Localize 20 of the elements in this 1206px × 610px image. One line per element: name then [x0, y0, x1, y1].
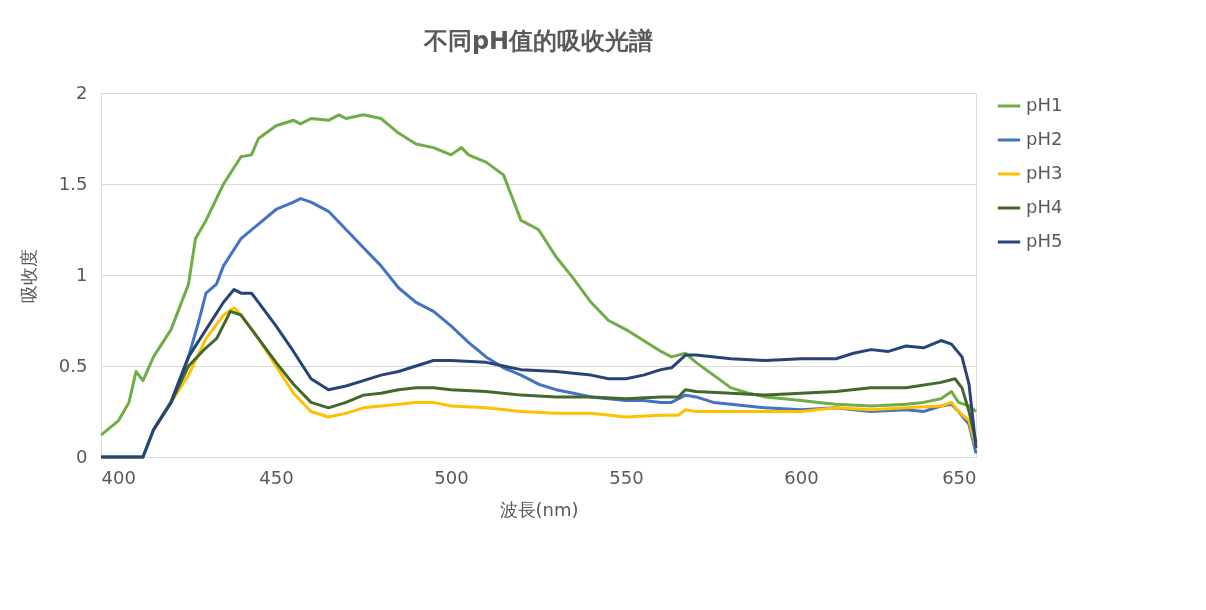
y-axis-title: 吸收度 — [17, 248, 39, 303]
x-tick-label: 650 — [942, 466, 977, 488]
x-tick-label: 400 — [101, 466, 136, 488]
y-tick-label: 0.5 — [58, 354, 88, 376]
x-tick-label: 550 — [609, 466, 644, 488]
legend-label: pH4 — [1026, 196, 1063, 217]
y-tick-label: 2 — [76, 81, 88, 103]
legend-label: pH2 — [1026, 128, 1063, 149]
line-series — [99, 113, 978, 437]
legend-label: pH1 — [1026, 94, 1063, 115]
x-tick-label: 500 — [434, 466, 469, 488]
y-tick-label: 0 — [76, 445, 88, 467]
legend-label: pH5 — [1026, 230, 1063, 251]
y-tick-label: 1.5 — [58, 172, 88, 194]
legend-label: pH3 — [1026, 162, 1063, 183]
x-tick-label: 450 — [259, 466, 294, 488]
x-axis-title: 波長(nm) — [499, 498, 579, 520]
y-tick-label: 1 — [76, 263, 88, 285]
x-tick-label: 600 — [784, 466, 819, 488]
chart-title: 不同pH值的吸收光譜 — [422, 27, 654, 55]
